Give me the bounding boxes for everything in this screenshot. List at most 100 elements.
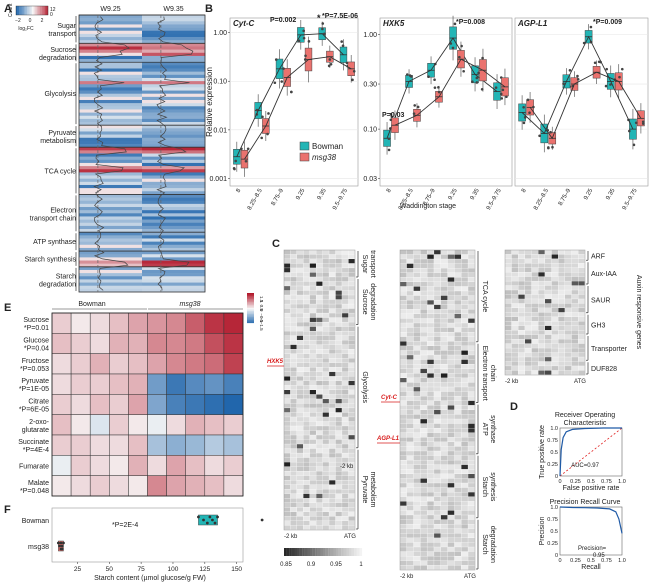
group-label-8: degradation <box>39 281 76 288</box>
heatmap-cell <box>142 263 206 268</box>
heatmap-cell <box>79 178 143 183</box>
series-line <box>529 71 642 140</box>
heatmap-cell <box>79 181 143 186</box>
y-tick-label: 0.10 <box>213 79 227 86</box>
heatmap-cell <box>79 49 143 54</box>
heatmap-cell <box>51 475 72 497</box>
p-value: *P=2E-4 <box>112 522 138 529</box>
x-tick-label: 8 <box>521 187 528 193</box>
panel-label-A: A <box>4 3 12 15</box>
heatmap-cell <box>70 394 91 415</box>
heatmap-cell <box>142 59 206 63</box>
heatmap-cell <box>79 43 143 47</box>
roc-curve <box>559 427 623 477</box>
heatmap-cell <box>128 353 148 375</box>
heatmap-cell <box>79 144 143 148</box>
heatmap-cell <box>79 288 143 293</box>
heatmap-cell <box>142 62 206 66</box>
heatmap-cell <box>142 118 206 123</box>
heatmap-cell <box>79 241 143 246</box>
x-tick-label: 9.25 <box>448 187 459 201</box>
legend-tick: 0 <box>259 309 264 312</box>
legend-tick: 0 <box>50 12 53 18</box>
column-label: W9.35 <box>163 6 183 13</box>
heatmap-cell <box>79 263 143 268</box>
row-label: Citrate <box>28 399 49 406</box>
heatmap-cell <box>166 353 186 375</box>
heatmap-cell <box>79 128 143 132</box>
group-label-1: Sucrose <box>50 47 76 54</box>
x-tick: 1.0 <box>618 558 626 564</box>
heatmap-cell <box>79 30 143 35</box>
axis-label: -2 kb <box>284 534 298 540</box>
heatmap-cell <box>79 15 143 19</box>
heatmap-cell <box>142 191 206 195</box>
data-point <box>213 521 217 525</box>
heatmap-cell <box>51 333 72 354</box>
heatmap-cell <box>51 353 72 375</box>
heatmap-cell <box>166 475 186 497</box>
heatmap-cell <box>109 312 129 334</box>
column-group: msg38 <box>179 301 200 308</box>
x-tick: 0.25 <box>570 558 581 564</box>
row-pvalue: *P=6E-05 <box>19 407 49 414</box>
y-tick-label: 0.10 <box>363 127 377 134</box>
precision-label: Precision= <box>578 546 607 552</box>
heatmap-cell <box>79 257 143 261</box>
heatmap-cell <box>79 188 143 192</box>
p-value: P=0.03 <box>382 112 404 119</box>
heatmap-cell <box>79 159 143 164</box>
x-tick-label: 9.35 <box>470 187 481 201</box>
group-label: ARF <box>591 254 605 261</box>
x-tick-label: 25 <box>74 566 82 573</box>
y-tick: 0.5 <box>550 450 558 456</box>
row-pvalue: *P=4E-4 <box>23 447 49 454</box>
heatmap-cell <box>79 194 143 198</box>
group-label-3: metabolism <box>40 138 76 145</box>
heatmap-cell <box>223 475 244 497</box>
heatmap-cell <box>79 62 143 66</box>
heatmap-cell <box>79 71 143 76</box>
heatmap-cell <box>109 333 129 354</box>
row-label: 2-oxo- <box>29 419 50 426</box>
heatmap-cell <box>147 455 167 476</box>
heatmap-cell <box>223 353 244 375</box>
heatmap-cell <box>142 90 206 94</box>
heatmap-cell <box>79 147 143 151</box>
heatmap-cell <box>142 244 206 249</box>
y-tick-label: 0.30 <box>363 82 377 89</box>
heatmap-cell <box>109 414 129 436</box>
heatmap-cell <box>79 184 143 189</box>
data-point <box>205 521 209 525</box>
heatmap-cell <box>79 55 143 60</box>
row-pvalue: *P=0.048 <box>20 488 49 495</box>
group-label-6: ATP synthase <box>33 239 76 246</box>
heatmap-cell <box>128 475 148 497</box>
y-tick-label: 0.01 <box>213 127 227 134</box>
x-tick-label: 8.75–9 <box>558 187 573 206</box>
heatmap-cell <box>166 312 186 334</box>
heatmap-cell <box>142 225 206 230</box>
heatmap-cell <box>185 394 206 415</box>
row-label: Fumarate <box>19 464 49 471</box>
group-label: ATP <box>481 423 488 436</box>
heatmap-cell <box>51 434 72 456</box>
heatmap-cell <box>142 37 206 41</box>
heatmap-cell <box>142 150 206 154</box>
heatmap-cell <box>204 394 225 415</box>
chart-title: Receiver Operating <box>555 412 615 419</box>
y-tick: 0.75 <box>547 517 558 523</box>
heatmap-cell <box>142 279 206 283</box>
heatmap-cell <box>128 394 148 415</box>
group-label: Glycolysis <box>361 371 368 403</box>
legend-tick: 2 <box>41 18 44 24</box>
heatmap-cell <box>79 112 143 117</box>
heatmap-cell <box>142 207 206 211</box>
panel-e-legend <box>247 293 254 324</box>
data-point <box>60 547 64 551</box>
heatmap-cell <box>142 166 206 170</box>
heatmap-cell <box>79 33 143 38</box>
motif-heatmap-1 <box>283 249 359 531</box>
heatmap-cell <box>128 434 148 456</box>
heatmap-cell <box>166 434 186 456</box>
